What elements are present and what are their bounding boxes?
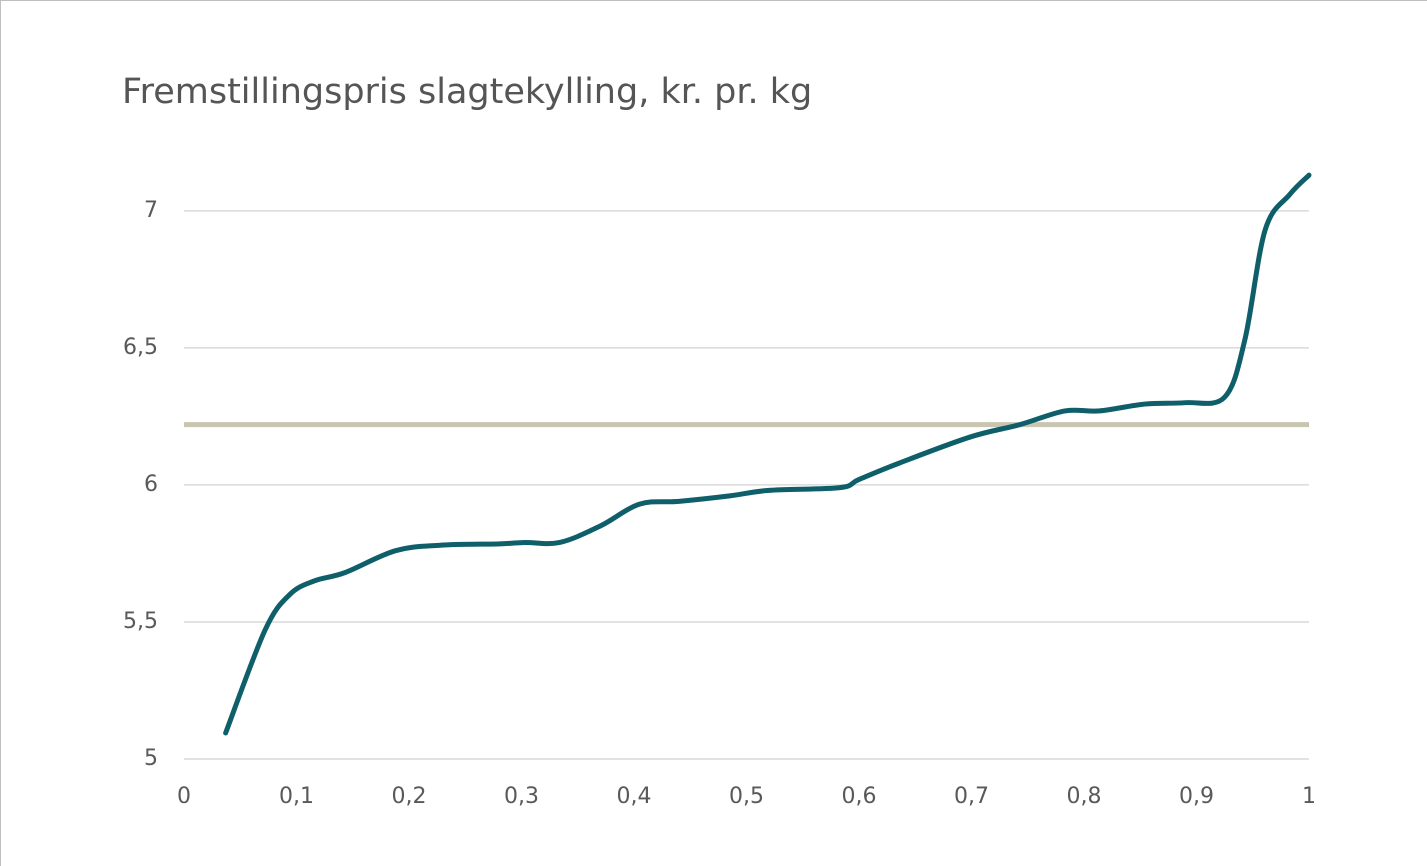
y-tick-label: 6 <box>144 472 158 497</box>
y-tick-label: 7 <box>144 198 158 223</box>
x-tick-label: 0,9 <box>1179 784 1214 809</box>
y-tick-label: 6,5 <box>123 335 158 360</box>
x-tick-label: 0,4 <box>617 784 652 809</box>
x-tick-label: 0 <box>177 784 191 809</box>
x-tick-label: 0,5 <box>729 784 764 809</box>
x-tick-label: 0,2 <box>392 784 427 809</box>
x-tick-label: 0,1 <box>279 784 314 809</box>
x-tick-label: 0,7 <box>954 784 989 809</box>
y-tick-label: 5 <box>144 746 158 771</box>
chart-title: Fremstillingspris slagtekylling, kr. pr.… <box>122 72 812 112</box>
x-tick-label: 0,8 <box>1067 784 1102 809</box>
x-tick-label: 0,6 <box>842 784 877 809</box>
x-tick-label: 0,3 <box>504 784 539 809</box>
y-tick-label: 5,5 <box>123 609 158 634</box>
x-tick-label: 1 <box>1302 784 1316 809</box>
line-series <box>223 172 1312 736</box>
